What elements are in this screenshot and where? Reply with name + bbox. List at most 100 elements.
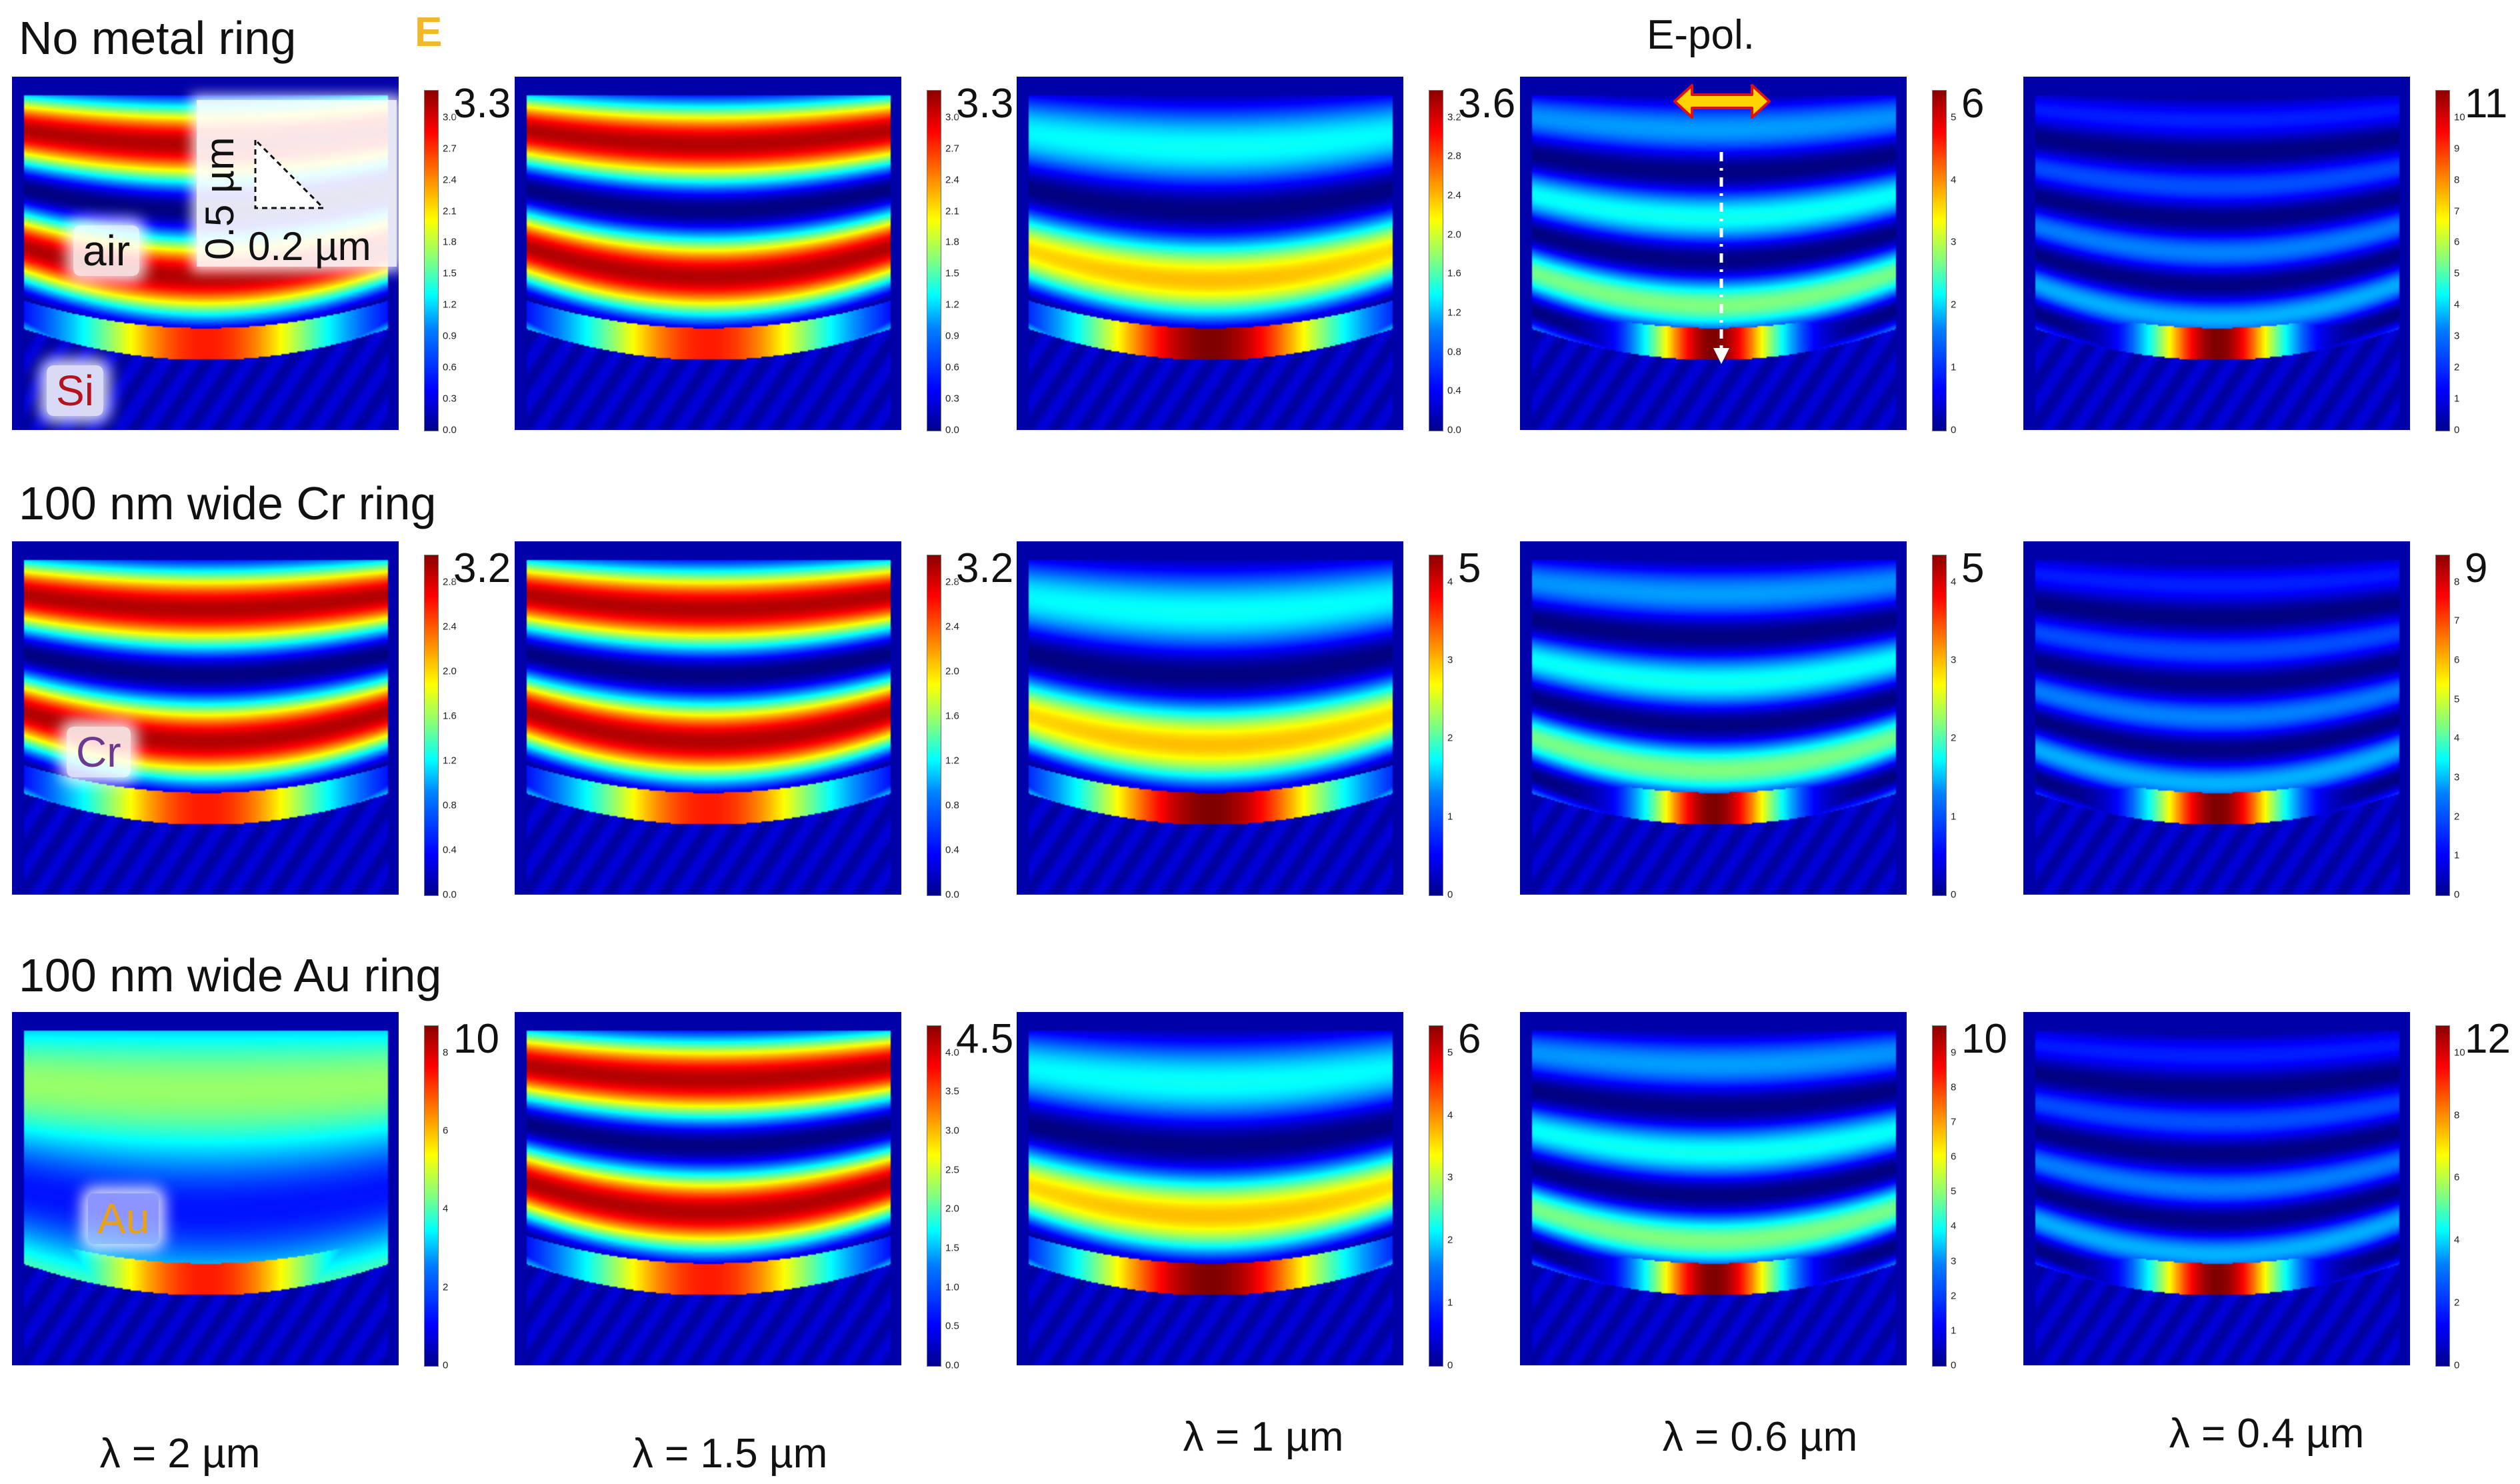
colorbar-max-label: 11: [2465, 81, 2508, 127]
colorbar-tick-label: 3.0: [945, 111, 959, 123]
colorbar-tick-label: 4: [1951, 576, 1957, 588]
colorbar-tick-label: 3.0: [945, 1125, 959, 1137]
colorbar-tick-label: 1: [1447, 1297, 1453, 1309]
colorbar-max-label: 4.5: [956, 1016, 1014, 1062]
colorbar-tick-label: 8: [2454, 174, 2460, 186]
scale-horizontal-label: 0.2 µm: [248, 224, 371, 269]
colorbar-tick-label: 4.0: [945, 1047, 959, 1059]
colorbar: [1932, 90, 1947, 431]
colorbar-ticks: 5 4 3 2 1 0: [1447, 1025, 1481, 1371]
colorbar-tick-label: 0: [1447, 889, 1453, 901]
colorbar-tick-label: 8: [1951, 1081, 1957, 1093]
colorbar-tick-label: 0.0: [443, 424, 457, 436]
wavelength-label-0p6um: λ = 0.6 µm: [1662, 1414, 1858, 1460]
colorbar: [424, 555, 439, 896]
colorbar-tick-label: 2.0: [945, 1203, 959, 1215]
colorbar-ticks: 9 8 7 6 5 4 3 2 1 0: [1951, 1025, 1984, 1371]
colorbar-max-label: 6: [1961, 81, 1985, 127]
field-map-r1-c4: [1520, 77, 1907, 430]
colorbar-tick-label: 3.5: [945, 1085, 959, 1097]
colorbar-tick-label: 3: [2454, 330, 2460, 342]
field-map-image: [515, 1012, 901, 1365]
polarization-arrow-icon: [1673, 84, 1771, 119]
colorbar-tick-label: 0.0: [945, 1359, 959, 1371]
colorbar-tick-label: 6: [1951, 1151, 1957, 1163]
colorbar-tick-label: 2.7: [945, 143, 959, 155]
colorbar-ticks: 4.0 3.5 3.0 2.5 2.0 1.5 1.0 0.5 0.0: [945, 1025, 979, 1371]
colorbar: [1429, 1025, 1443, 1367]
colorbar: [927, 555, 941, 896]
colorbar-tick-label: 2: [1951, 1290, 1957, 1302]
colorbar: [1429, 90, 1443, 431]
colorbar-tick-label: 1.2: [1447, 307, 1461, 319]
colorbar-tick-label: 2.1: [945, 205, 959, 217]
field-map-r3-c5: [2023, 1012, 2410, 1365]
row-title-no-metal: No metal ring: [19, 12, 297, 64]
field-map-image: [1520, 541, 1907, 895]
colorbar: [1429, 555, 1443, 896]
field-map-image: [1520, 77, 1907, 430]
colorbar-tick-label: 4: [1447, 576, 1453, 588]
colorbar-tick-label: 3: [1951, 236, 1957, 248]
field-map-image: [515, 541, 901, 895]
colorbar-max-label: 5: [1458, 545, 1481, 591]
colorbar-tick-label: 1: [2454, 849, 2460, 861]
colorbar-ticks: 3.0 2.7 2.4 2.1 1.8 1.5 1.2 0.9 0.6 0.3 0.0: [945, 90, 979, 435]
colorbar-tick-label: 2: [2454, 811, 2460, 823]
colorbar: [1932, 1025, 1947, 1367]
si-tag: Si: [47, 365, 103, 416]
colorbar-tick-label: 0.3: [443, 393, 457, 405]
field-map-image: [1520, 1012, 1907, 1365]
colorbar-tick-label: 6: [2454, 236, 2460, 248]
colorbar-tick-label: 0.8: [443, 799, 457, 811]
colorbar-max-label: 9: [2465, 545, 2488, 591]
wavelength-label-1p5um: λ = 1.5 µm: [632, 1431, 828, 1477]
colorbar-ticks: 3.2 2.8 2.4 2.0 1.6 1.2 0.8 0.4 0.0: [1447, 90, 1481, 435]
colorbar-max-label: 3.2: [453, 545, 511, 591]
colorbar-tick-label: 1.0: [945, 1281, 959, 1293]
colorbar-tick-label: 0.9: [945, 330, 959, 342]
colorbar-tick-label: 0.9: [443, 330, 457, 342]
field-map-r2-c1: [12, 541, 399, 895]
colorbar-tick-label: 1.2: [945, 755, 959, 767]
colorbar-tick-label: 1.5: [945, 267, 959, 279]
colorbar-ticks: 3.0 2.7 2.4 2.1 1.8 1.5 1.2 0.9 0.6 0.3 0.0: [443, 90, 476, 435]
colorbar-ticks: 5 4 3 2 1 0: [1951, 90, 1984, 435]
colorbar-tick-label: 0.8: [1447, 346, 1461, 358]
colorbar-tick-label: 2: [2454, 361, 2460, 373]
colorbar-tick-label: 1: [2454, 393, 2460, 405]
colorbar-tick-label: 2.4: [443, 174, 457, 186]
colorbar-tick-label: 2: [1447, 1234, 1453, 1246]
field-map-r2-c5: [2023, 541, 2410, 895]
colorbar-tick-label: 2.0: [945, 665, 959, 677]
scale-vertical-label: 0.5 µm: [197, 137, 242, 260]
colorbar-tick-label: 0: [1447, 1359, 1453, 1371]
colorbar-tick-label: 5: [1951, 111, 1957, 123]
colorbar-tick-label: 2.4: [443, 621, 457, 633]
field-map-image: [12, 541, 399, 895]
colorbar-tick-label: 0.4: [1447, 385, 1461, 397]
field-map-image: [2023, 541, 2410, 895]
dotted-down-arrow-icon: [1713, 152, 1729, 364]
colorbar-tick-label: 2.8: [443, 576, 457, 588]
colorbar-tick-label: 2: [443, 1281, 449, 1293]
colorbar-tick-label: 8: [2454, 576, 2460, 588]
colorbar-tick-label: 10: [2454, 1047, 2465, 1059]
colorbar-tick-label: 9: [2454, 143, 2460, 155]
colorbar-tick-label: 1.2: [945, 299, 959, 311]
colorbar-tick-label: 0: [2454, 889, 2460, 901]
colorbar-tick-label: 1.5: [443, 267, 457, 279]
field-map-image: [1017, 1012, 1403, 1365]
colorbar-tick-label: 2: [1447, 732, 1453, 744]
colorbar-tick-label: 0: [1951, 1359, 1957, 1371]
colorbar: [927, 1025, 941, 1367]
colorbar-tick-label: 4: [1447, 1109, 1453, 1121]
row-title-au-ring: 100 nm wide Au ring: [19, 949, 442, 1001]
colorbar-ticks: 2.8 2.4 2.0 1.6 1.2 0.8 0.4 0.0: [443, 555, 476, 900]
colorbar-tick-label: 4: [2454, 732, 2460, 744]
colorbar: [2435, 90, 2450, 431]
scale-triangle: [254, 137, 326, 209]
colorbar-tick-label: 0: [2454, 424, 2460, 436]
colorbar-tick-label: 2.8: [1447, 150, 1461, 162]
colorbar-tick-label: 2.0: [443, 665, 457, 677]
